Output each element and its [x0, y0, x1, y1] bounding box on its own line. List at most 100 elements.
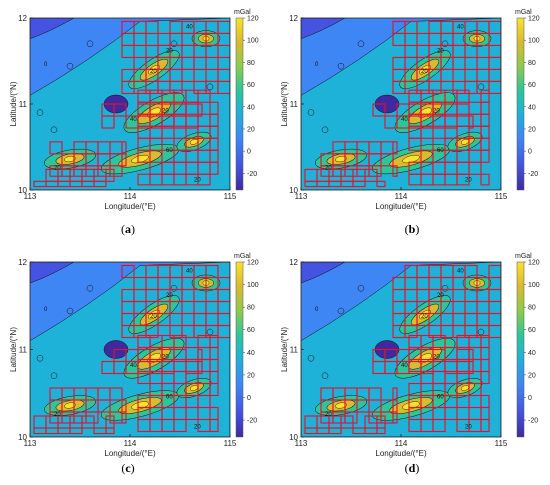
colorbar-tick-label: 20	[247, 126, 255, 133]
grid-cell	[352, 180, 366, 188]
colorbar-tick-label: 20	[247, 372, 255, 379]
grid-cell	[217, 80, 230, 94]
contour-3	[321, 372, 329, 379]
colorbar-tick-label: 80	[528, 305, 536, 312]
grid-cell	[173, 113, 187, 127]
grid-cell	[456, 394, 470, 409]
contour-label: 60	[437, 148, 444, 154]
contour-label: 20	[54, 412, 61, 418]
gravity-map: 40 20 0 20 20 40 60 20 20	[301, 18, 517, 190]
contour-1	[357, 40, 365, 48]
grid-cell	[428, 300, 442, 315]
contour-label: 20	[194, 177, 201, 183]
ridge-max-0	[419, 309, 431, 320]
panel-label: (c)	[121, 461, 134, 475]
grid-cell	[464, 44, 478, 58]
x-tick-label: 114	[124, 192, 137, 201]
grid-cell	[169, 80, 183, 94]
contour-label: 40	[130, 363, 137, 369]
grid-cell	[513, 45, 517, 57]
grid-cell	[133, 32, 147, 46]
contour-label: 20	[162, 109, 169, 115]
ridge-max-0	[148, 309, 160, 320]
contour-label: 20	[465, 424, 472, 430]
grid-cell	[513, 69, 517, 81]
grid-cell	[404, 20, 418, 34]
colorbar-ramp	[516, 261, 525, 438]
colorbar-tick-label: 40	[528, 104, 536, 111]
grid-cell	[217, 32, 230, 46]
contour-2	[36, 355, 44, 362]
colorbar-tick-label: 40	[528, 350, 536, 357]
grid-cell	[500, 276, 501, 291]
grid-cell	[185, 406, 199, 421]
x-tick-label: 115	[495, 192, 508, 201]
y-axis-label: Latitude/(°N)	[9, 81, 18, 126]
gravity-map: 40 20 0 20 20 40 60 20 20	[30, 262, 230, 437]
contour-0	[337, 307, 345, 315]
grid-cell	[432, 334, 446, 349]
colorbar-tick-label: 120	[247, 260, 259, 267]
grid-cell	[157, 312, 171, 327]
grid-cell	[408, 137, 422, 151]
colorbar-tick-label: -20	[247, 171, 257, 178]
contour-1	[357, 285, 365, 292]
ridge-max-3	[335, 156, 347, 163]
grid-cell	[109, 387, 123, 401]
grid-cell	[197, 173, 211, 186]
grid-cell	[81, 415, 95, 429]
panel-a: 40 20 0 20 20 40 60 20 20 113 114 115 12 11 10 Longitud…	[9, 9, 259, 236]
grid-cell	[500, 32, 501, 46]
contour-3	[50, 126, 58, 134]
contour-label: 20	[166, 48, 173, 54]
x-tick-label: 113	[295, 439, 308, 448]
grid-cell	[173, 418, 187, 433]
grid-cell	[513, 278, 517, 290]
contour-label: 20	[194, 424, 201, 430]
y-tick-label: 11	[290, 346, 299, 355]
contour-4	[170, 285, 178, 292]
x-axis-label: Longitude/(°E)	[375, 202, 427, 211]
contour-label: 40	[401, 117, 408, 123]
grid-cell	[328, 427, 342, 435]
grid-cell	[101, 115, 115, 129]
colorbar-tick-label: 120	[528, 16, 540, 23]
contour-label: 0	[315, 307, 319, 313]
contour-label: 20	[162, 354, 169, 360]
grid-cell	[173, 334, 187, 349]
contour-label: 20	[325, 412, 332, 418]
colorbar-tick-label: 0	[247, 149, 251, 156]
y-tick-label: 12	[18, 258, 27, 267]
contour-4	[441, 40, 449, 48]
grid-cell	[392, 32, 406, 46]
contour-1	[86, 285, 94, 292]
colorbar-tick-label: 20	[528, 372, 536, 379]
grid-cell	[420, 346, 434, 361]
grid-cell	[480, 173, 490, 186]
colorbar-tick-label: 40	[247, 104, 255, 111]
y-tick-label: 10	[18, 186, 27, 195]
contour-label: 20	[421, 314, 428, 320]
colorbar-unit: mGal	[234, 9, 251, 16]
grid-cell	[488, 324, 501, 339]
grid-cell	[480, 370, 490, 385]
colorbar-tick-label: 60	[247, 327, 255, 334]
grid-cell	[372, 103, 386, 117]
contour-label: 20	[433, 354, 440, 360]
colorbar-tick-label: 120	[247, 16, 259, 23]
colorbar-tick-label: 60	[528, 327, 536, 334]
grid-cell	[500, 288, 501, 303]
grid-cell	[197, 394, 211, 409]
ridge-max-3	[64, 402, 76, 409]
grid-cell	[440, 288, 454, 303]
ridge-max-3	[64, 156, 76, 163]
colorbar-unit: mGal	[234, 253, 251, 260]
contour-2	[307, 109, 315, 116]
colorbar-ramp	[516, 17, 525, 191]
grid-cell	[420, 125, 434, 139]
grid-cell	[440, 68, 454, 82]
grid-cell	[169, 300, 183, 315]
contour-1	[86, 40, 94, 48]
grid-cell	[121, 44, 135, 58]
